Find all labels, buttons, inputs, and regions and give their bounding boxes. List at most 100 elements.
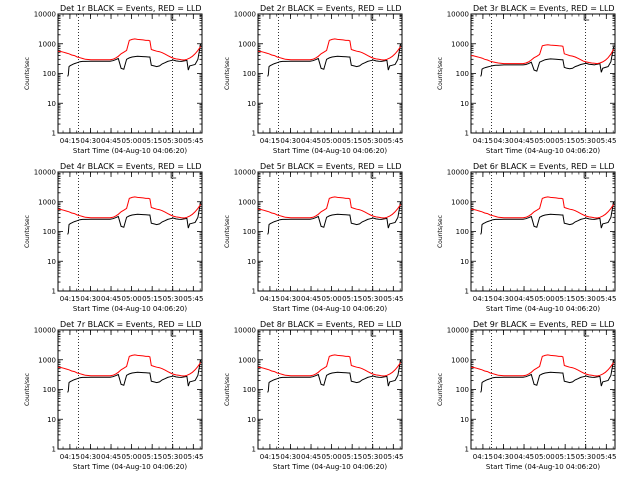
events-series-line — [67, 201, 202, 235]
x-tick-label: 05:30 — [576, 137, 596, 145]
events-series-line — [480, 46, 615, 77]
panel-det-8: Det 8r BLACK = Events, RED = LLD 1 10 100 10… — [224, 320, 403, 471]
x-tick-label: 04:45 — [301, 137, 321, 145]
x-tick-label: 04:15 — [60, 295, 80, 303]
y-tick-label: 10000 — [234, 327, 256, 335]
x-tick-label: 05:30 — [163, 295, 183, 303]
x-tick-label: 04:15 — [60, 137, 80, 145]
lld-series-line — [57, 354, 202, 377]
y-tick-label: 1 — [252, 130, 256, 138]
panel-title: Det 2r BLACK = Events, RED = LLD — [260, 4, 402, 13]
y-tick-label: 100 — [43, 70, 56, 78]
y-tick-label: 1000 — [451, 356, 469, 364]
panel-det-2: Det 2r BLACK = Events, RED = LLD 1 10 100 10… — [224, 4, 403, 155]
y-tick-label: 100 — [456, 228, 469, 236]
panel-det-6: Det 6r BLACK = Events, RED = LLD 1 10 100 10… — [437, 162, 616, 313]
events-series-line — [267, 201, 402, 235]
y-axis-label: Counts/sec — [24, 373, 31, 406]
y-axis-label: Counts/sec — [437, 57, 444, 90]
events-series-line — [67, 43, 202, 77]
x-tick-label: 04:15 — [473, 137, 493, 145]
x-tick-label: 05:30 — [163, 453, 183, 461]
events-series-line — [480, 201, 615, 235]
y-tick-label: 10000 — [447, 169, 469, 177]
y-tick-label: 1000 — [38, 356, 56, 364]
y-tick-label: 100 — [43, 386, 56, 394]
y-tick-label: 1 — [465, 130, 469, 138]
x-tick-label: 05:00 — [535, 137, 555, 145]
y-axis-label: Counts/sec — [24, 57, 31, 90]
x-tick-label: 04:45 — [301, 295, 321, 303]
x-tick-label: 04:30 — [280, 453, 300, 461]
x-tick-label: 04:45 — [514, 137, 534, 145]
y-axis-label: Counts/sec — [224, 57, 231, 90]
panel-det-4: Det 4r BLACK = Events, RED = LLD 1 10 100 10… — [24, 162, 203, 313]
x-tick-label: 05:45 — [183, 453, 203, 461]
plot-frame — [470, 13, 616, 134]
x-tick-label: 04:30 — [280, 137, 300, 145]
panel-det-5: Det 5r BLACK = Events, RED = LLD 1 10 100 10… — [224, 162, 403, 313]
x-axis-label: Start Time (04-Aug-10 04:06:20) — [273, 305, 387, 313]
x-tick-label: 05:45 — [596, 453, 616, 461]
lld-series-line — [470, 354, 615, 377]
x-tick-label: 04:30 — [80, 137, 100, 145]
panel-title: Det 1r BLACK = Events, RED = LLD — [60, 4, 202, 13]
plot-frame — [257, 329, 403, 450]
events-series-line — [267, 43, 402, 77]
y-tick-label: 10 — [247, 416, 256, 424]
y-tick-label: 10 — [47, 416, 56, 424]
y-tick-label: 1000 — [238, 40, 256, 48]
y-tick-label: 10 — [460, 258, 469, 266]
y-axis-label: Counts/sec — [437, 215, 444, 248]
y-tick-label: 1000 — [238, 356, 256, 364]
x-tick-label: 05:00 — [122, 453, 142, 461]
y-tick-label: 1000 — [38, 40, 56, 48]
panel-det-7: Det 7r BLACK = Events, RED = LLD 1 10 100 10… — [24, 320, 203, 471]
x-tick-label: 04:15 — [260, 137, 280, 145]
x-tick-label: 04:45 — [514, 453, 534, 461]
y-tick-label: 1 — [252, 446, 256, 454]
y-axis-label: Counts/sec — [24, 215, 31, 248]
y-axis-label: Counts/sec — [437, 373, 444, 406]
panel-title: Det 9r BLACK = Events, RED = LLD — [473, 320, 615, 329]
x-tick-label: 05:15 — [142, 295, 162, 303]
x-tick-label: 05:00 — [535, 295, 555, 303]
y-tick-label: 1 — [465, 288, 469, 296]
x-tick-label: 05:45 — [183, 137, 203, 145]
y-tick-label: 1000 — [38, 198, 56, 206]
mode-bracket-marker — [370, 14, 377, 21]
x-tick-label: 05:00 — [322, 295, 342, 303]
lld-series-line — [57, 38, 202, 61]
panel-title: Det 6r BLACK = Events, RED = LLD — [473, 162, 615, 171]
x-tick-label: 04:15 — [260, 453, 280, 461]
lld-series-line — [57, 196, 202, 219]
x-tick-label: 04:15 — [473, 453, 493, 461]
x-tick-label: 05:45 — [596, 137, 616, 145]
events-series-line — [480, 359, 615, 393]
y-tick-label: 10000 — [234, 169, 256, 177]
y-tick-label: 10000 — [34, 327, 56, 335]
panel-det-9: Det 9r BLACK = Events, RED = LLD 1 10 100 10… — [437, 320, 616, 471]
y-axis-label: Counts/sec — [224, 215, 231, 248]
y-tick-label: 100 — [243, 70, 256, 78]
x-tick-label: 05:15 — [555, 453, 575, 461]
panel-title: Det 8r BLACK = Events, RED = LLD — [260, 320, 402, 329]
x-axis-label: Start Time (04-Aug-10 04:06:20) — [73, 147, 187, 155]
x-tick-label: 05:00 — [535, 453, 555, 461]
panel-title: Det 7r BLACK = Events, RED = LLD — [60, 320, 202, 329]
y-axis-label: Counts/sec — [224, 373, 231, 406]
x-tick-label: 04:30 — [80, 295, 100, 303]
x-axis-label: Start Time (04-Aug-10 04:06:20) — [486, 463, 600, 471]
x-tick-label: 05:45 — [183, 295, 203, 303]
y-tick-label: 100 — [456, 386, 469, 394]
x-tick-label: 04:30 — [280, 295, 300, 303]
x-tick-label: 04:30 — [80, 453, 100, 461]
y-tick-label: 10 — [247, 258, 256, 266]
x-axis-label: Start Time (04-Aug-10 04:06:20) — [73, 305, 187, 313]
y-tick-label: 10 — [47, 100, 56, 108]
y-tick-label: 10 — [460, 416, 469, 424]
x-tick-label: 05:15 — [142, 137, 162, 145]
x-tick-label: 04:30 — [493, 137, 513, 145]
x-tick-label: 04:45 — [101, 137, 121, 145]
